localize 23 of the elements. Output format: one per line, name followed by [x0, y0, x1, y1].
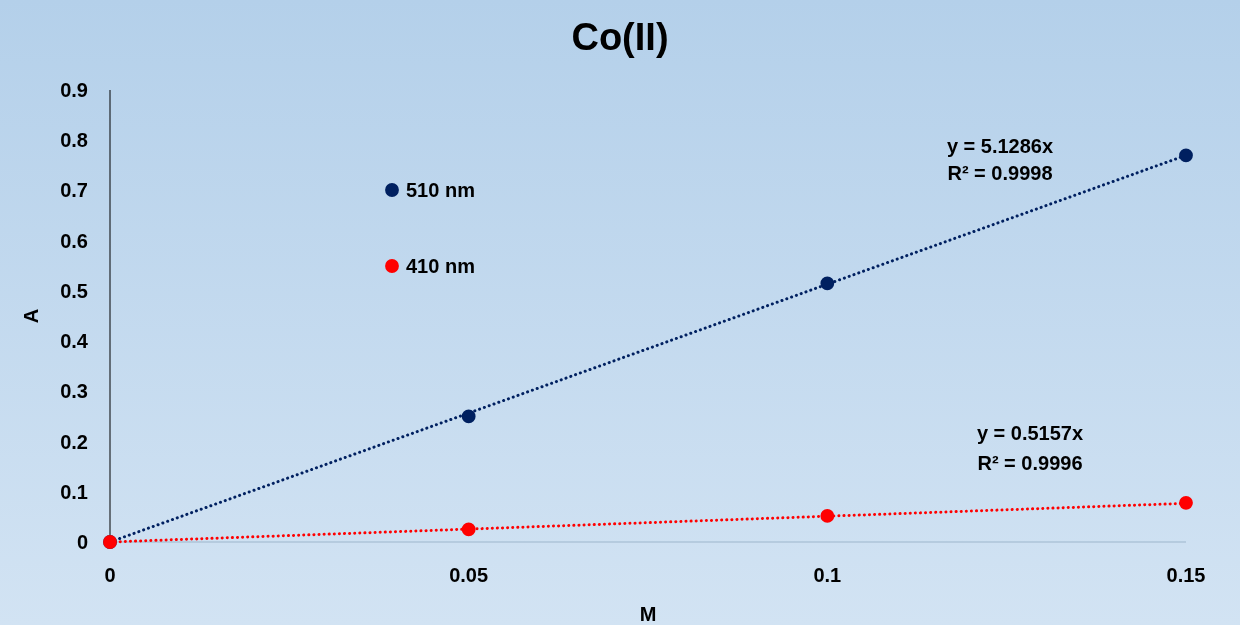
y-tick-label: 0.4 [60, 330, 89, 353]
y-tick-label: 0.6 [60, 229, 88, 252]
y-tick-label: 0.2 [60, 430, 88, 453]
annotation: R² = 0.9998 [947, 162, 1053, 184]
y-tick-label: 0.5 [60, 279, 88, 302]
annotation: R² = 0.9996 [977, 452, 1083, 474]
x-tick-label: 0.05 [449, 564, 489, 586]
y-axis-title: A [20, 308, 42, 324]
y-tick-label: 0.8 [60, 129, 88, 152]
y-tick-label: 0 [76, 531, 88, 553]
y-tick-label: 0.9 [60, 79, 88, 101]
chart-title: Co(II) [571, 16, 669, 58]
x-tick-label: 0.1 [813, 564, 842, 586]
legend-label: 510 nm [406, 179, 475, 201]
y-tick-label: 0.7 [60, 179, 88, 202]
y-tick-label: 0.3 [60, 380, 88, 403]
legend-label: 410 nm [406, 255, 475, 277]
annotation: y = 5.1286x [946, 135, 1054, 157]
x-tick-label: 0.15 [1166, 564, 1206, 586]
y-tick-label: 0.1 [60, 480, 88, 503]
annotation: y = 0.5157x [976, 422, 1084, 444]
x-axis-title: M [639, 603, 657, 625]
x-tick-label: 0 [104, 564, 116, 586]
